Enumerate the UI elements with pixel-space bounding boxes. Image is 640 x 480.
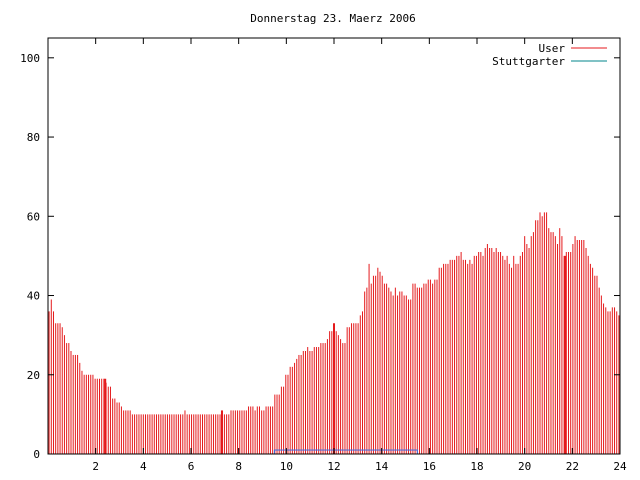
x-tick-label: 16 xyxy=(423,460,436,473)
x-tick-label: 22 xyxy=(566,460,579,473)
legend-label-user: User xyxy=(539,42,566,55)
chart-title: Donnerstag 23. Maerz 2006 xyxy=(250,12,416,25)
y-tick-label: 20 xyxy=(27,369,40,382)
x-tick-label: 6 xyxy=(188,460,195,473)
x-tick-label: 14 xyxy=(375,460,389,473)
x-tick-label: 24 xyxy=(613,460,627,473)
y-tick-label: 40 xyxy=(27,290,40,303)
x-tick-label: 2 xyxy=(92,460,99,473)
baseline-band xyxy=(273,449,418,455)
band-group xyxy=(273,449,418,455)
x-tick-label: 10 xyxy=(280,460,293,473)
y-tick-label: 80 xyxy=(27,131,40,144)
legend: User Stuttgarter xyxy=(492,42,607,68)
y-axis: 0 20 40 60 80 100 xyxy=(20,52,620,461)
highlight-bars-group xyxy=(104,255,567,454)
x-tick-label: 18 xyxy=(470,460,483,473)
x-tick-label: 8 xyxy=(235,460,242,473)
x-tick-label: 20 xyxy=(518,460,531,473)
y-tick-label: 60 xyxy=(27,210,40,223)
x-tick-label: 12 xyxy=(327,460,340,473)
x-tick-label: 4 xyxy=(140,460,147,473)
bars-group xyxy=(48,212,620,454)
y-tick-label: 100 xyxy=(20,52,40,65)
y-tick-label: 0 xyxy=(33,448,40,461)
x-axis: 2 4 6 8 10 12 14 16 18 20 22 24 xyxy=(92,38,627,473)
legend-label-stuttgarter: Stuttgarter xyxy=(492,55,565,68)
